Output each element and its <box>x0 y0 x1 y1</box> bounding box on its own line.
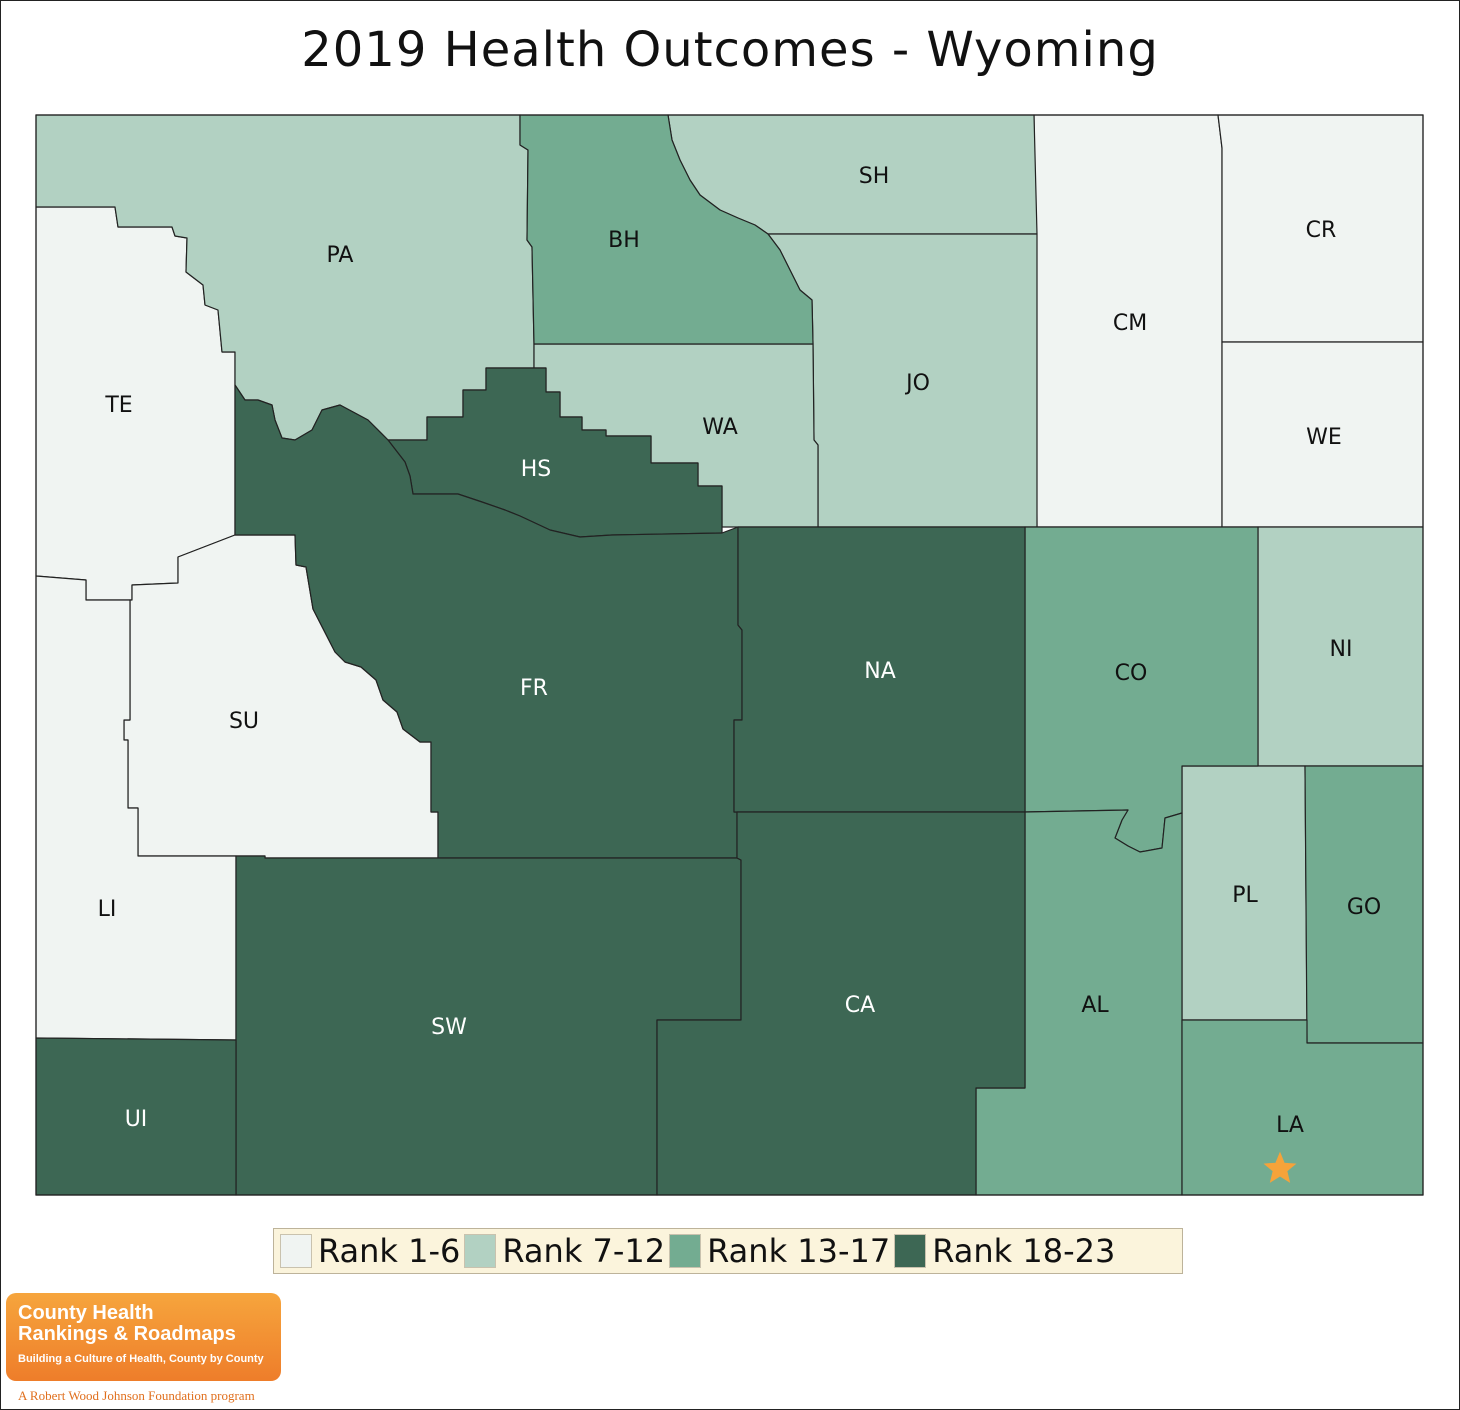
county-bh[interactable] <box>519 114 814 345</box>
label-go: GO <box>1347 895 1381 920</box>
capital-star-icon <box>1263 1151 1297 1183</box>
label-ui: UI <box>125 1107 148 1132</box>
label-bh: BH <box>608 228 640 253</box>
label-hs: HS <box>521 457 552 482</box>
legend-label: Rank 18-23 <box>932 1232 1116 1270</box>
legend-item-rank-13-17: Rank 13-17 <box>669 1232 890 1270</box>
label-ni: NI <box>1330 637 1353 662</box>
county-health-rankings-logo[interactable]: County Health Rankings & Roadmaps Buildi… <box>6 1293 281 1381</box>
label-pl: PL <box>1232 883 1258 908</box>
label-jo: JO <box>904 371 930 396</box>
logo-line2: Rankings & Roadmaps <box>18 1323 236 1345</box>
legend-label: Rank 7-12 <box>502 1232 666 1270</box>
state-border <box>35 114 1424 1196</box>
legend-item-rank-18-23: Rank 18-23 <box>894 1232 1115 1270</box>
legend-item-rank-7-12: Rank 7-12 <box>464 1232 665 1270</box>
label-fr: FR <box>520 676 548 701</box>
label-ca: CA <box>845 993 875 1018</box>
legend: Rank 1-6 Rank 7-12 Rank 13-17 Rank 18-23 <box>273 1228 1183 1274</box>
logo-line1: County Health <box>18 1302 154 1324</box>
legend-swatch <box>669 1234 702 1268</box>
county-na[interactable] <box>733 526 1026 813</box>
label-sw: SW <box>431 1015 467 1040</box>
label-li: LI <box>98 897 117 922</box>
label-we: WE <box>1306 425 1342 450</box>
legend-label: Rank 13-17 <box>707 1232 891 1270</box>
label-na: NA <box>864 659 896 684</box>
label-su: SU <box>229 709 259 734</box>
label-wa: WA <box>702 415 738 440</box>
legend-label: Rank 1-6 <box>318 1232 461 1270</box>
logo-tagline: Building a Culture of Health, County by … <box>18 1353 264 1365</box>
label-cr: CR <box>1306 218 1337 243</box>
legend-swatch <box>894 1234 927 1268</box>
label-al: AL <box>1081 993 1109 1018</box>
map-title: 2019 Health Outcomes - Wyoming <box>301 22 1159 78</box>
legend-swatch <box>280 1234 312 1268</box>
label-te: TE <box>104 393 132 418</box>
label-la: LA <box>1276 1113 1304 1138</box>
label-pa: PA <box>327 243 354 268</box>
label-co: CO <box>1115 661 1148 686</box>
logo-footer: A Robert Wood Johnson Foundation program <box>18 1388 255 1403</box>
legend-item-rank-1-6: Rank 1-6 <box>280 1232 460 1270</box>
label-cm: CM <box>1113 311 1147 336</box>
legend-swatch <box>464 1234 497 1268</box>
county-la[interactable] <box>1181 1019 1424 1196</box>
label-sh: SH <box>859 164 890 189</box>
